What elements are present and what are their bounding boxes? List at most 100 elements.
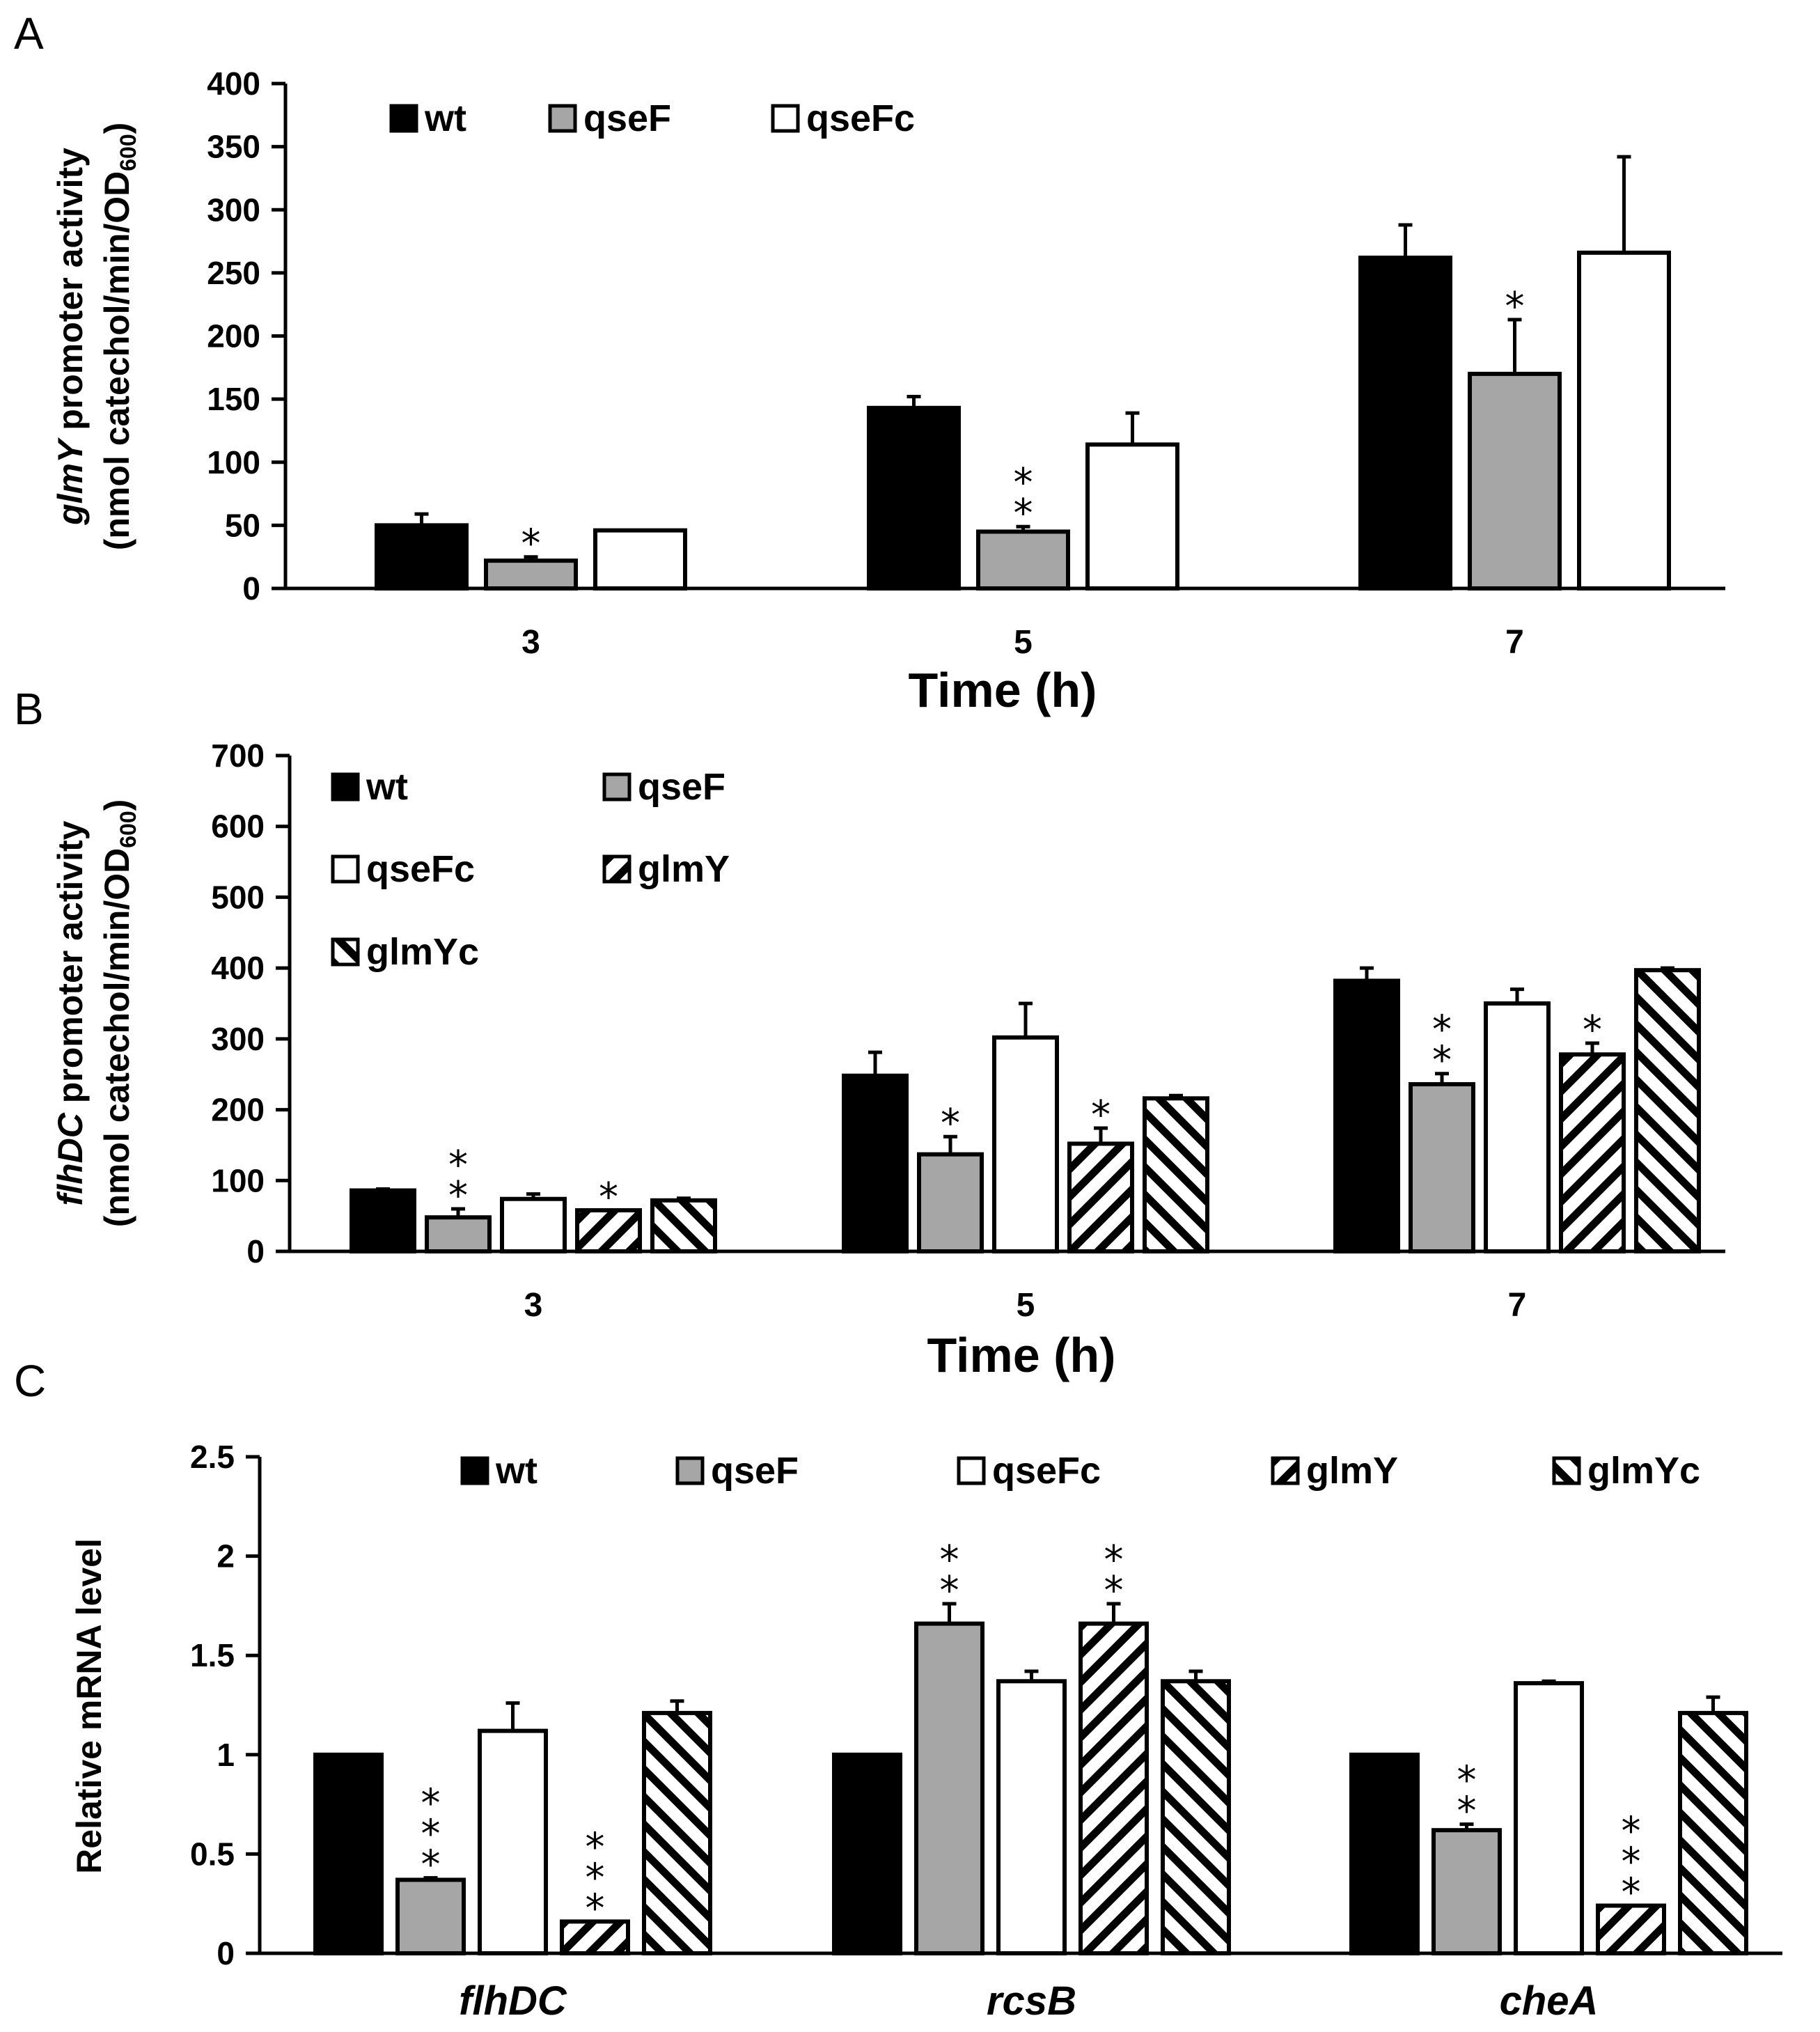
- y-tick-label: 600: [211, 808, 265, 845]
- bar-wt-3: [350, 1188, 416, 1254]
- bar-qseFc-flhDC: [478, 1728, 548, 1955]
- y-axis-units: (nmol catechol/min/OD600): [97, 123, 141, 551]
- y-tick-label: 1: [217, 1737, 235, 1773]
- bar-wt-5: [867, 405, 961, 591]
- bar-glmY-flhDC: [560, 1919, 630, 1955]
- significance-star: *: [1457, 1758, 1477, 1804]
- significance-star: *: [1014, 491, 1033, 536]
- significance-star: *: [521, 522, 541, 567]
- y-tick-label: 2: [217, 1538, 235, 1574]
- y-tick-label: 1.5: [190, 1637, 235, 1673]
- x-category-label: cheA: [1500, 1978, 1599, 2024]
- significance-star: *: [1622, 1840, 1641, 1885]
- y-axis-title: glmY promoter activity: [51, 148, 90, 526]
- y-tick-label: 200: [211, 1092, 265, 1128]
- y-tick-label: 250: [207, 255, 260, 291]
- y-axis-units-subscript: 600: [116, 134, 141, 171]
- legend-swatch-qseF: [675, 1456, 705, 1485]
- y-axis-units: (nmol catechol/min/OD600): [97, 799, 141, 1228]
- y-tick-label: 0.5: [190, 1836, 235, 1872]
- legend-swatch-glmYc: [1552, 1456, 1581, 1485]
- bar-qseFc-5: [1085, 442, 1179, 591]
- bar-wt-flhDC: [313, 1752, 384, 1956]
- bar-qseFc-3: [500, 1196, 567, 1254]
- significance-star: *: [1505, 284, 1525, 329]
- significance-star: *: [421, 1812, 441, 1857]
- bar-glmY-3: [575, 1208, 642, 1254]
- significance-star: *: [1583, 1008, 1602, 1053]
- legend-swatch-qseF: [602, 772, 631, 802]
- bar-qseF-5: [976, 529, 1070, 591]
- bar-glmYc-3: [650, 1198, 717, 1254]
- legend-swatch-qseF: [548, 104, 577, 133]
- significance-star: *: [586, 1824, 605, 1870]
- legend-label-qseFc: qseFc: [806, 97, 915, 139]
- legend-label-glmY: glmY: [638, 848, 730, 890]
- bar-qseFc-3: [593, 528, 687, 591]
- bar-glmYc-flhDC: [642, 1710, 712, 1955]
- legend-label-wt: wt: [495, 1450, 538, 1492]
- significance-star: *: [1432, 1038, 1452, 1084]
- bar-glmYc-cheA: [1678, 1710, 1748, 1955]
- significance-star: *: [586, 1886, 605, 1931]
- legend-swatch-wt: [331, 772, 360, 802]
- y-tick-label: 700: [211, 737, 265, 774]
- significance-star: *: [940, 1568, 959, 1613]
- significance-star: *: [586, 1855, 605, 1900]
- bar-qseFc-cheA: [1514, 1681, 1584, 1955]
- y-tick-label: 350: [207, 129, 260, 165]
- bar-wt-3: [375, 523, 469, 591]
- significance-star: *: [1014, 460, 1033, 506]
- significance-star: *: [1622, 1809, 1641, 1854]
- y-tick-label: 300: [211, 1021, 265, 1057]
- y-tick-label: 100: [207, 444, 260, 480]
- bar-qseFc-7: [1484, 1001, 1551, 1253]
- x-category-label: 7: [1505, 624, 1524, 661]
- legend-label-wt: wt: [424, 97, 466, 139]
- y-axis-units-text: (nmol catechol/min/OD: [97, 848, 136, 1228]
- bar-glmY-7: [1559, 1052, 1626, 1253]
- y-tick-label: 200: [207, 318, 260, 354]
- bar-glmY-rcsB: [1078, 1621, 1149, 1956]
- bar-wt-7: [1358, 256, 1452, 591]
- panel-letter: B: [14, 684, 44, 734]
- y-tick-label: 500: [211, 879, 265, 915]
- x-category-label: 7: [1508, 1287, 1527, 1324]
- legend-swatch-qseFc: [331, 854, 360, 884]
- legend-label-qseF: qseF: [638, 766, 725, 808]
- x-axis-title: Time (h): [927, 1328, 1116, 1382]
- y-axis-title: Relative mRNA level: [70, 1538, 109, 1874]
- y-axis-title: flhDC promoter activity: [51, 820, 90, 1205]
- y-tick-label: 0: [246, 1233, 265, 1269]
- y-axis-title-gene: flhDC: [51, 1112, 90, 1205]
- x-axis-title: Time (h): [909, 663, 1097, 717]
- legend-label-qseF: qseF: [711, 1450, 799, 1492]
- bar-qseF-3: [484, 558, 578, 591]
- y-tick-label: 300: [207, 192, 260, 228]
- y-axis-title-text: promoter activity: [51, 148, 90, 440]
- legend-swatch-qseFc: [957, 1456, 986, 1485]
- y-tick-label: 400: [211, 950, 265, 986]
- significance-star: *: [421, 1843, 441, 1888]
- legend-label-glmYc: glmYc: [1587, 1450, 1700, 1492]
- significance-star: *: [448, 1143, 468, 1188]
- y-axis-units-text: (nmol catechol/min/OD: [97, 171, 136, 551]
- legend-swatch-wt: [389, 104, 418, 133]
- y-tick-label: 2.5: [190, 1439, 235, 1475]
- legend-swatch-wt: [460, 1456, 489, 1485]
- y-axis-title-text: promoter activity: [51, 820, 90, 1113]
- significance-star: *: [940, 1538, 959, 1583]
- bar-wt-5: [842, 1073, 909, 1253]
- legend-label-glmY: glmY: [1306, 1450, 1398, 1492]
- bar-glmYc-7: [1634, 968, 1701, 1254]
- significance-star: *: [421, 1781, 441, 1827]
- bar-qseF-7: [1468, 371, 1562, 591]
- legend-swatch-glmYc: [331, 937, 360, 967]
- significance-star: *: [599, 1175, 618, 1220]
- bar-glmYc-rcsB: [1161, 1679, 1231, 1955]
- significance-star: *: [1457, 1789, 1477, 1834]
- bar-glmY-5: [1067, 1141, 1134, 1253]
